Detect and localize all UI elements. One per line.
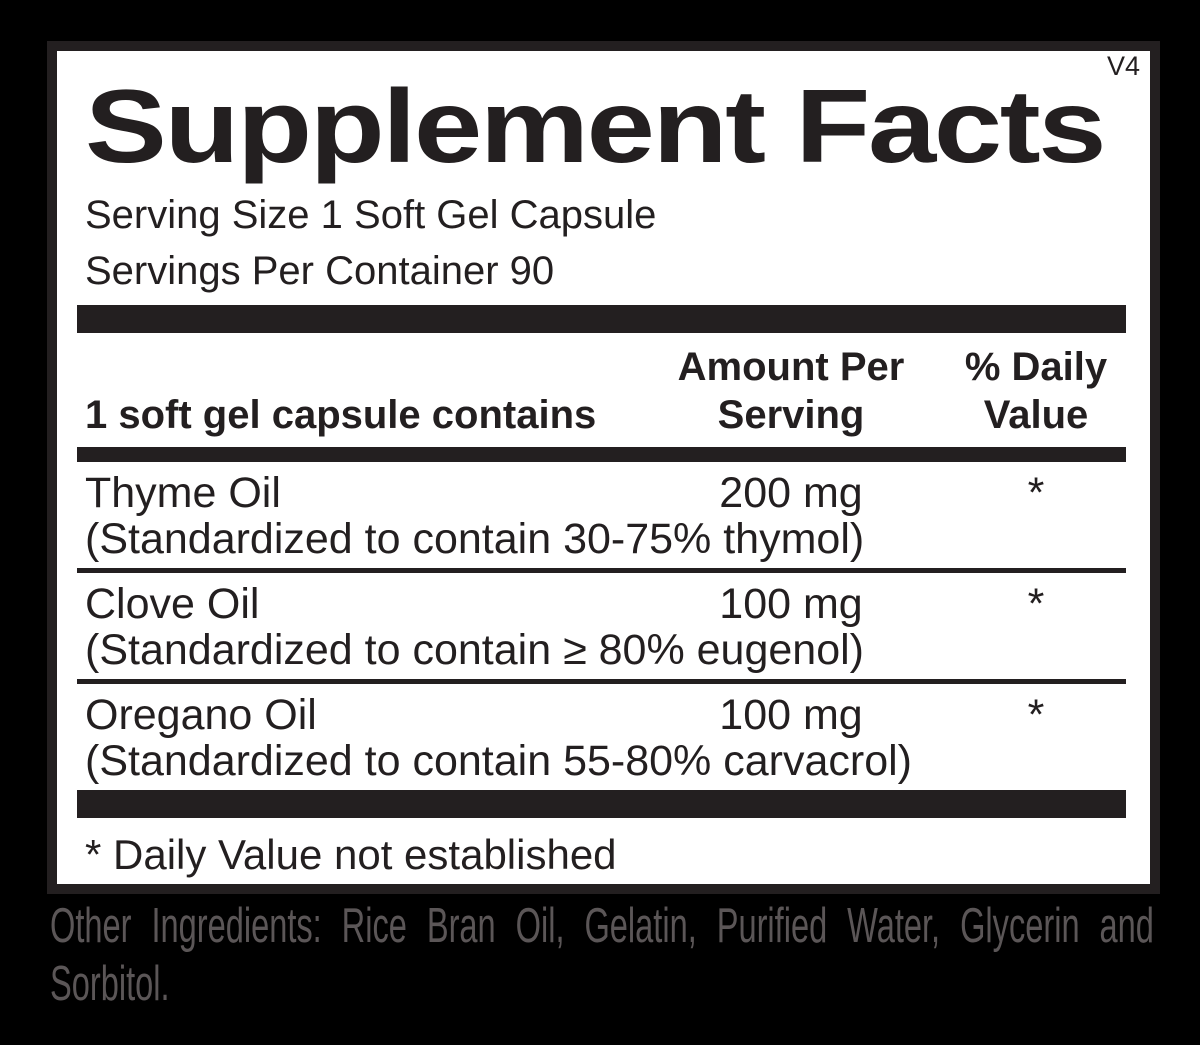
serving-size-line: Serving Size 1 Soft Gel Capsule [85, 193, 657, 237]
daily-value-footnote: * Daily Value not established [85, 831, 617, 878]
ingredient-row-clove-oil: Clove Oil 100 mg * (Standardized to cont… [77, 573, 1126, 679]
ingredient-amount: 200 mg [719, 469, 863, 517]
daily-value-asterisk: * [1027, 691, 1045, 739]
dv-header-line1: % Daily [964, 345, 1108, 389]
daily-value-asterisk: * [1027, 580, 1045, 628]
ingredient-amount: 100 mg [719, 580, 863, 628]
ingredient-detail: (Standardized to contain ≥ 80% eugenol) [85, 626, 864, 674]
table-header-row: 1 soft gel capsule contains Amount Per S… [77, 333, 1126, 447]
amount-header-line2: Serving [717, 393, 865, 437]
amount-header-line1: Amount Per [677, 345, 905, 389]
row-separator [77, 568, 1126, 573]
supplement-facts-panel: V4 Supplement Facts Serving Size 1 Soft … [47, 41, 1160, 894]
other-ingredients-text: Other Ingredients: Rice Bran Oil, Gelati… [50, 897, 1154, 1013]
page-title: Supplement Facts [85, 69, 1107, 185]
ingredient-amount: 100 mg [719, 691, 863, 739]
panel-content: Supplement Facts Serving Size 1 Soft Gel… [57, 75, 1150, 876]
servings-per-container-line: Servings Per Container 90 [85, 249, 555, 293]
header-rule [77, 447, 1126, 462]
column-header-contains: 1 soft gel capsule contains [85, 393, 597, 437]
separator-bar-bottom [77, 790, 1126, 818]
other-ingredients-line1: Other Ingredients: Rice Bran Oil, Gelati… [50, 899, 1154, 953]
ingredient-detail: (Standardized to contain 30-75% thymol) [85, 515, 865, 563]
ingredient-name: Clove Oil [85, 580, 260, 628]
separator-bar-top [77, 305, 1126, 333]
row-separator [77, 679, 1126, 684]
ingredient-name: Thyme Oil [85, 469, 281, 517]
column-header-daily-value: % Daily Value [946, 343, 1126, 439]
ingredient-row-main: Clove Oil 100 mg * [77, 581, 1126, 627]
version-tag: V4 [1106, 51, 1140, 81]
other-ingredients-line2: Sorbitol. [50, 957, 170, 1011]
column-header-amount: Amount Per Serving [636, 343, 946, 439]
ingredient-row-main: Thyme Oil 200 mg * [77, 470, 1126, 516]
ingredient-detail: (Standardized to contain 55-80% carvacro… [85, 737, 912, 785]
other-ingredients-section: Other Ingredients: Rice Bran Oil, Gelati… [50, 897, 1154, 1013]
ingredient-row-oregano-oil: Oregano Oil 100 mg * (Standardized to co… [77, 684, 1126, 790]
dv-header-line2: Value [983, 393, 1089, 437]
ingredient-row-main: Oregano Oil 100 mg * [77, 692, 1126, 738]
ingredient-row-thyme-oil: Thyme Oil 200 mg * (Standardized to cont… [77, 462, 1126, 568]
ingredient-name: Oregano Oil [85, 691, 317, 739]
daily-value-asterisk: * [1027, 469, 1045, 517]
